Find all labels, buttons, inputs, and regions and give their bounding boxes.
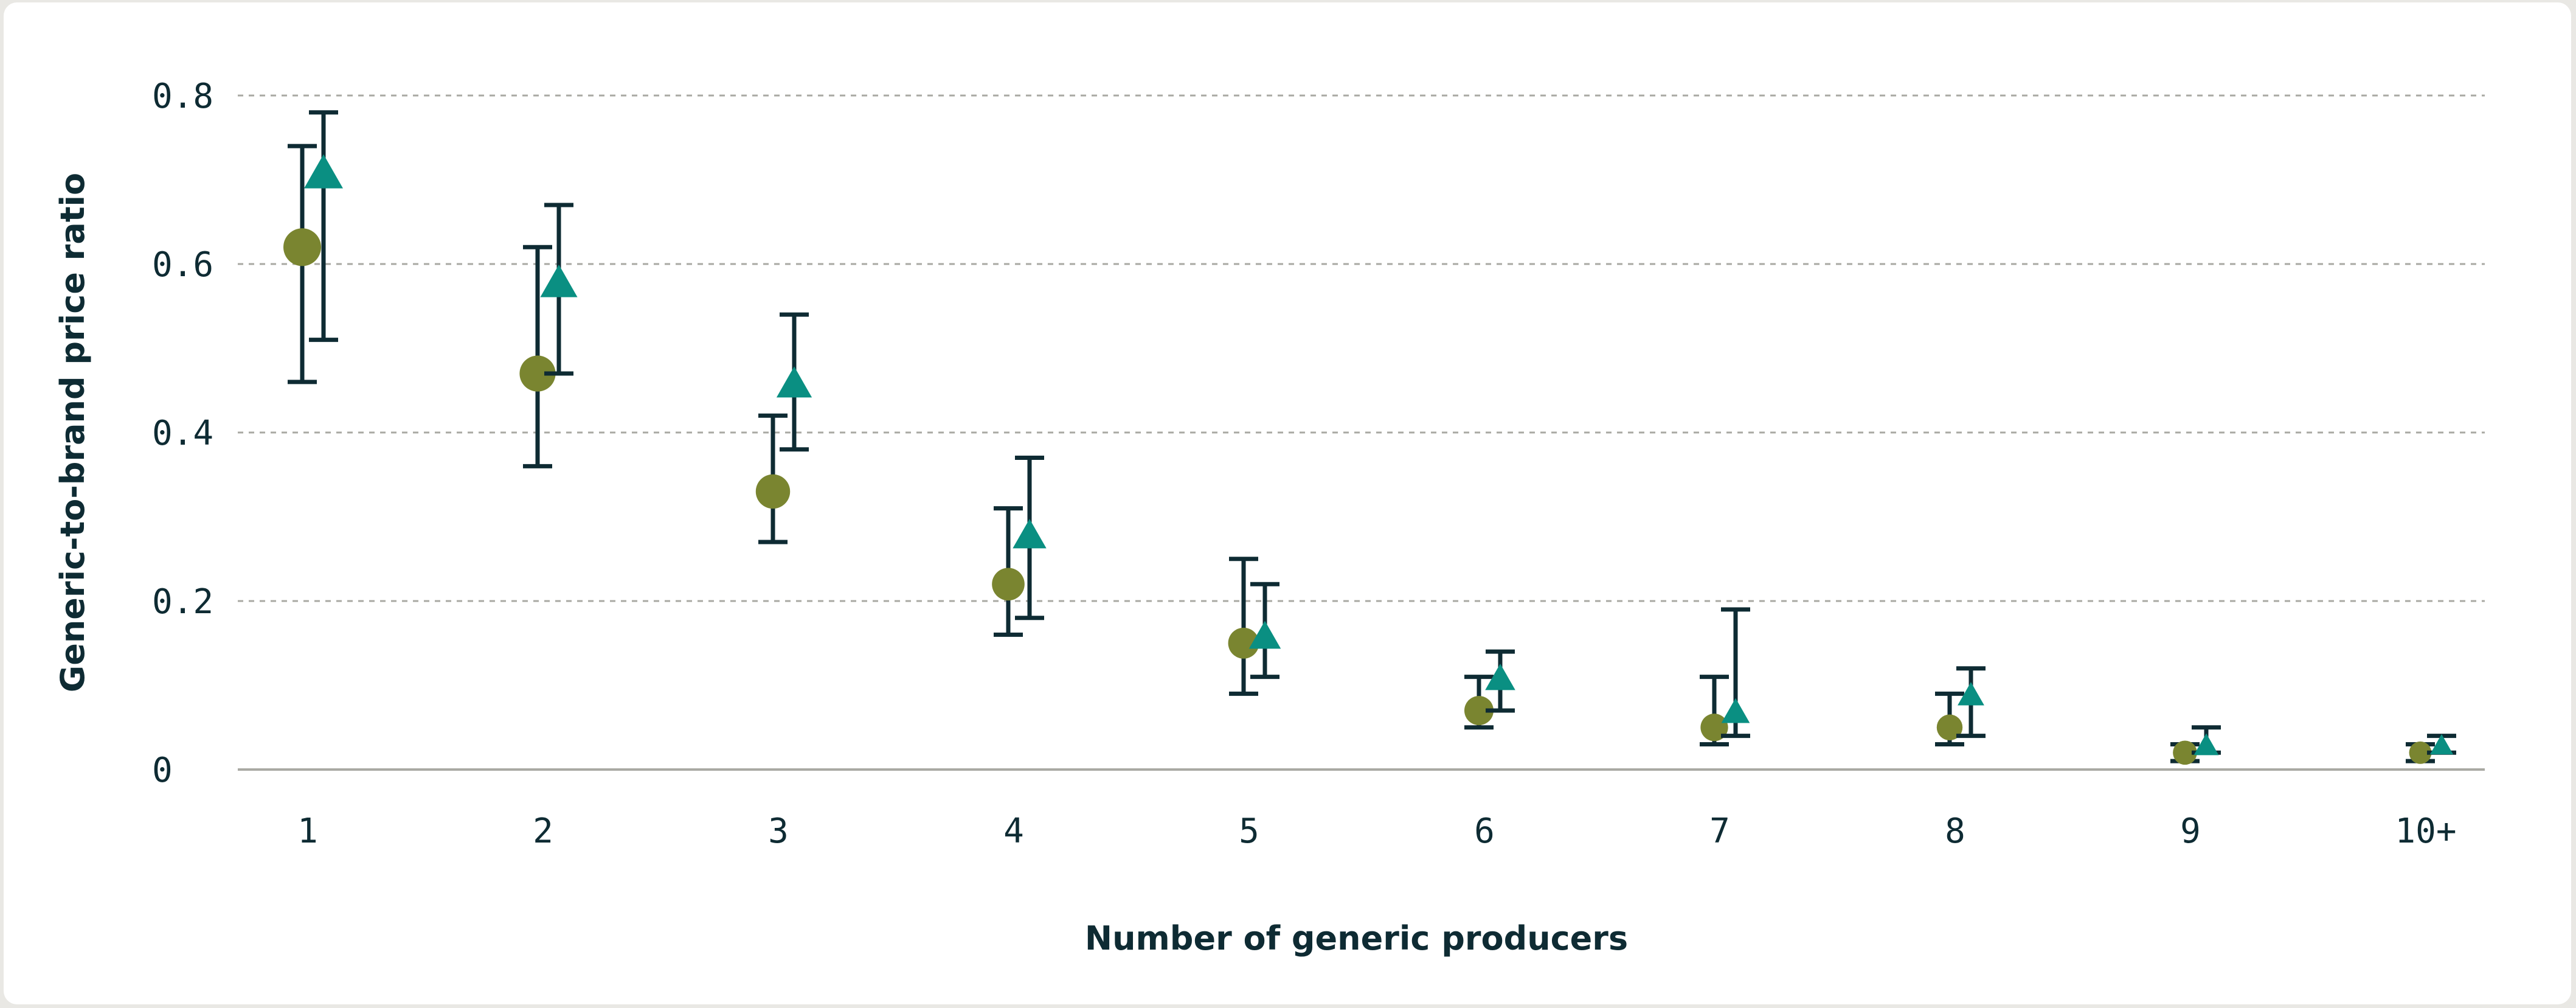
x-tick-label: 5 — [1239, 812, 1259, 851]
data-point-triangle — [1485, 663, 1515, 690]
error-bar-chart: 0 0.2 0.4 0.6 0.8 1 2 3 4 5 6 7 8 9 10+ Generic-to-br… — [54, 77, 2485, 958]
data-point-circle — [992, 568, 1025, 601]
gridlines — [238, 94, 2485, 602]
x-tick-label: 6 — [1474, 812, 1495, 851]
series-triangle — [304, 110, 2456, 756]
data-point-triangle — [2193, 733, 2219, 756]
x-axis-ticks: 1 2 3 4 5 6 7 8 9 10+ — [297, 812, 2456, 851]
y-tick-label: 0.2 — [152, 582, 213, 622]
data-point-circle — [2409, 741, 2432, 764]
y-axis-title: Generic-to-brand price ratio — [54, 173, 92, 692]
x-axis-title: Number of generic producers — [1085, 919, 1628, 958]
x-tick-label: 3 — [768, 812, 789, 851]
x-tick-label: 2 — [533, 812, 553, 851]
x-tick-label: 4 — [1003, 812, 1024, 851]
data-marks — [283, 110, 2456, 765]
data-point-triangle — [540, 264, 578, 297]
y-tick-label: 0.6 — [152, 245, 213, 285]
data-point-circle — [519, 355, 556, 392]
data-point-circle — [283, 228, 321, 266]
x-tick-label: 7 — [1709, 812, 1730, 851]
data-point-triangle — [2429, 734, 2454, 755]
chart-card: 0 0.2 0.4 0.6 0.8 1 2 3 4 5 6 7 8 9 10+ Generic-to-br… — [4, 2, 2571, 1004]
y-tick-label: 0.8 — [152, 77, 213, 116]
data-point-circle — [1936, 714, 1963, 740]
x-tick-label: 9 — [2180, 812, 2201, 851]
y-tick-label: 0.4 — [152, 414, 213, 453]
x-tick-label: 1 — [297, 812, 318, 851]
data-point-circle — [1228, 627, 1259, 659]
data-point-triangle — [304, 154, 343, 189]
x-tick-label: 8 — [1945, 812, 1965, 851]
data-point-triangle — [776, 366, 812, 398]
data-point-circle — [1464, 696, 1494, 726]
data-point-triangle — [1013, 518, 1047, 549]
y-tick-label: 0 — [152, 751, 173, 790]
series-circle — [283, 144, 2435, 765]
data-point-circle — [755, 474, 791, 509]
data-point-triangle — [1248, 620, 1281, 649]
data-point-triangle — [1958, 682, 1984, 706]
data-point-circle — [2173, 740, 2197, 765]
data-point-triangle — [1721, 698, 1750, 723]
x-tick-label: 10+ — [2395, 812, 2456, 851]
y-axis-ticks: 0 0.2 0.4 0.6 0.8 — [152, 77, 213, 790]
